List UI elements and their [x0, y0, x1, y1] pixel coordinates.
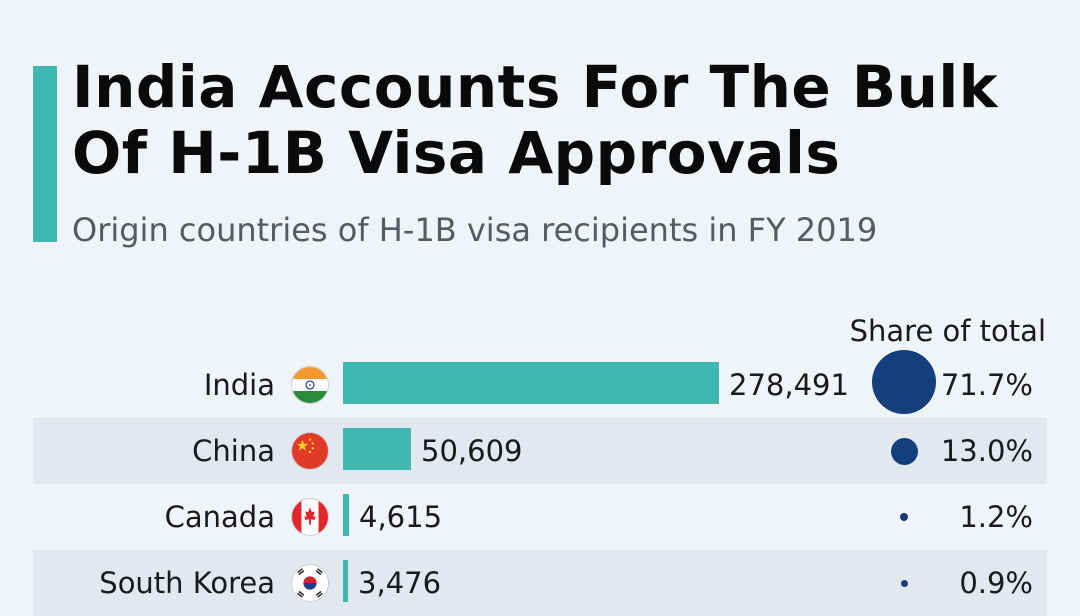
chart-row-south-korea: South Korea 3,476 0.9% — [33, 550, 1047, 616]
bar — [343, 560, 348, 602]
share-label: 1.2% — [959, 500, 1033, 534]
chart-row-india: India 278,491 71.7% — [33, 350, 1047, 418]
share-bubble — [900, 579, 908, 587]
category-label: China — [192, 434, 275, 468]
share-label: 0.9% — [959, 566, 1033, 600]
share-bubble — [890, 437, 918, 465]
bar — [343, 362, 719, 404]
bar — [343, 494, 349, 536]
canada-flag-icon — [291, 498, 329, 536]
india-flag-icon — [291, 366, 329, 404]
category-label: India — [203, 368, 275, 402]
category-label: Canada — [164, 500, 275, 534]
share-column-header: Share of total — [849, 314, 1046, 348]
chart-title: India Accounts For The Bulk Of H-1B Visa… — [72, 53, 998, 187]
share-bubble — [900, 513, 908, 521]
value-label: 278,491 — [729, 368, 849, 402]
chart-row-china: China 50,609 13.0% — [33, 418, 1047, 484]
chart-subtitle: Origin countries of H-1B visa recipients… — [72, 211, 878, 249]
value-label: 3,476 — [358, 566, 442, 600]
share-label: 71.7% — [940, 368, 1033, 402]
bar — [343, 428, 411, 470]
china-flag-icon — [291, 432, 329, 470]
value-label: 50,609 — [421, 434, 523, 468]
chart-row-canada: Canada 4,615 1.2% — [33, 484, 1047, 550]
value-label: 4,615 — [359, 500, 443, 534]
share-bubble — [872, 350, 936, 414]
category-label: South Korea — [99, 566, 275, 600]
title-accent-bar — [33, 66, 57, 242]
share-label: 13.0% — [940, 434, 1033, 468]
south-korea-flag-icon — [291, 564, 329, 602]
